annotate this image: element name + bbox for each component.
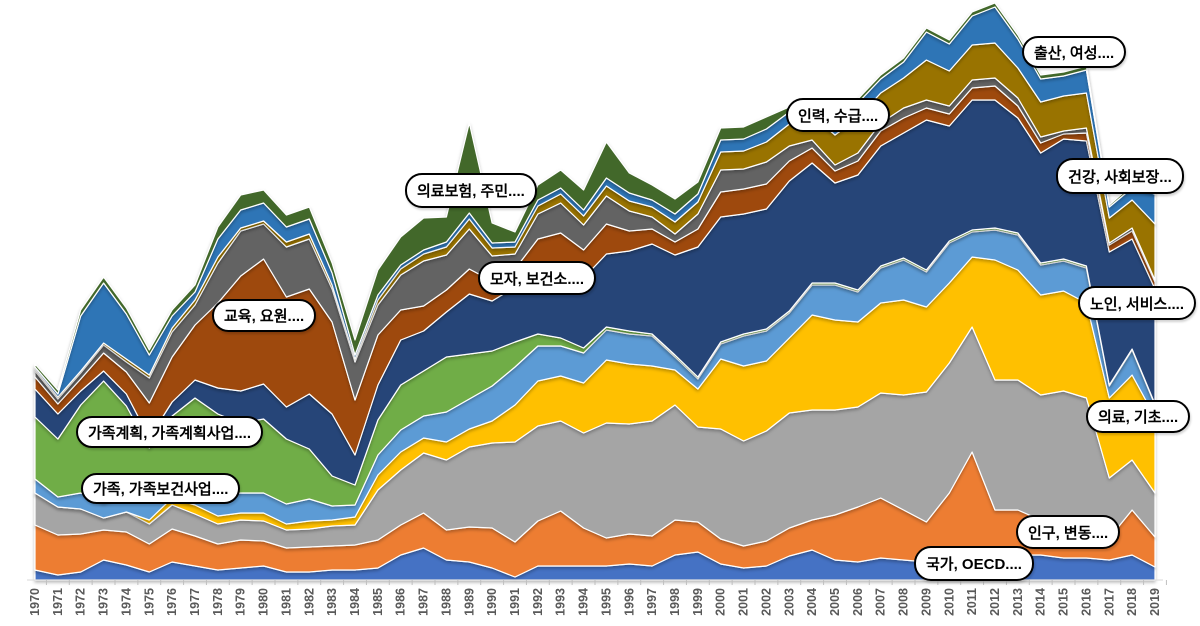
x-axis-label: 1997: [645, 588, 659, 616]
x-axis-label: 2001: [737, 588, 751, 616]
x-axis-label: 1984: [348, 588, 362, 616]
x-axis-label: 2017: [1102, 588, 1116, 616]
x-axis-label: 1989: [462, 588, 476, 616]
x-axis-label: 1973: [97, 588, 111, 616]
x-axis-label: 1998: [668, 588, 682, 616]
x-axis-label: 2008: [897, 588, 911, 616]
callout-country-oecd: 국가, OECD....: [914, 546, 1034, 581]
x-axis-label: 2004: [805, 588, 819, 616]
x-axis-label: 2007: [874, 588, 888, 616]
x-axis-label: 2018: [1125, 588, 1139, 616]
x-axis-label: 2000: [714, 588, 728, 616]
x-axis-label: 2012: [988, 588, 1002, 616]
x-axis-label: 1982: [302, 588, 316, 616]
callout-workforce-supply: 인력, 수급....: [786, 98, 891, 132]
x-axis: 1970 1971 1972 1973 1974 1975 1976 1977 1978 1979…: [27, 579, 1167, 616]
x-axis-label: 1972: [74, 588, 88, 616]
x-axis-label: 1971: [51, 588, 65, 616]
x-axis-label: 1976: [165, 588, 179, 616]
x-axis-label: 1993: [554, 588, 568, 616]
x-axis-label: 2015: [1057, 588, 1071, 616]
callout-health-social-security: 건강, 사회보장...: [1056, 158, 1184, 194]
callout-family-health: 가족, 가족보건사업....: [81, 473, 241, 504]
area-series-group: [34, 2, 1156, 581]
x-axis-label: 1981: [279, 588, 293, 616]
x-axis-label: 2006: [851, 588, 865, 616]
x-axis-label: 2005: [828, 588, 842, 616]
x-axis-label: 2003: [782, 588, 796, 616]
x-axis-label: 1986: [394, 588, 408, 616]
x-axis-label: 2019: [1148, 588, 1162, 616]
x-axis-label: 1987: [417, 588, 431, 616]
callout-medical-basic: 의료, 기초....: [1086, 400, 1191, 433]
x-axis-label: 2014: [1034, 588, 1048, 616]
callout-population-change: 인구, 변동....: [1016, 515, 1121, 549]
callout-education-personnel: 교육, 요원....: [212, 299, 317, 332]
x-axis-label: 1991: [508, 588, 522, 616]
x-axis-label: 2010: [942, 588, 956, 616]
x-axis-label: 1983: [325, 588, 339, 616]
callout-health-insurance-residents: 의료보험, 주민....: [405, 173, 537, 208]
x-axis-label: 2013: [1011, 588, 1025, 616]
x-axis-label: 1978: [211, 588, 225, 616]
callout-maternal-health-center: 모자, 보건소....: [478, 261, 597, 295]
x-axis-label: 2011: [965, 588, 979, 615]
x-axis-label: 1979: [234, 588, 248, 616]
x-axis-label: 1977: [188, 588, 202, 616]
callout-elderly-services: 노인, 서비스....: [1078, 286, 1197, 320]
x-axis-label: 1996: [622, 588, 636, 616]
x-axis-label: 1999: [691, 588, 705, 616]
x-axis-label: 2009: [919, 588, 933, 616]
x-axis-label: 1985: [371, 588, 385, 616]
x-axis-label: 1990: [485, 588, 499, 616]
x-axis-label: 1992: [531, 588, 545, 616]
x-axis-label: 2002: [759, 588, 773, 616]
area-series-health-insurance-residents: [34, 2, 1156, 395]
x-axis-label: 1995: [599, 588, 613, 616]
x-axis-label: 1994: [577, 588, 591, 616]
x-axis-label: 1975: [142, 588, 156, 616]
callout-birth-women: 출산, 여성....: [1022, 36, 1127, 68]
x-axis-label: 2016: [1079, 588, 1093, 616]
x-axis-label: 1980: [257, 588, 271, 616]
callout-family-planning: 가족계획, 가족계획사업....: [76, 416, 264, 448]
x-axis-label: 1988: [439, 588, 453, 616]
x-axis-label: 1970: [28, 588, 42, 616]
x-axis-label: 1974: [119, 588, 133, 616]
